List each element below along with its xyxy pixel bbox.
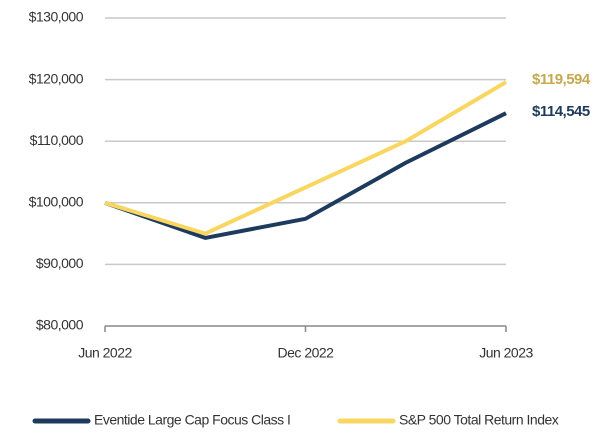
x-tick-label: Jun 2023	[479, 345, 533, 361]
series-line	[104, 111, 507, 240]
y-tick-label: $120,000	[29, 70, 84, 86]
series-line	[104, 80, 508, 236]
y-tick-label: $100,000	[29, 194, 84, 210]
x-tick-label: Jun 2022	[78, 345, 132, 361]
legend-label: S&P 500 Total Return Index	[399, 412, 559, 428]
y-tick-label: $110,000	[30, 132, 84, 148]
y-tick-label: $130,000	[29, 9, 84, 25]
end-value-label: $119,594	[532, 71, 591, 88]
end-value-label: $114,545	[532, 103, 590, 120]
y-tick-label: $80,000	[36, 317, 84, 333]
y-tick-label: $90,000	[36, 255, 84, 271]
x-tick-label: Dec 2022	[278, 345, 335, 361]
legend-label: Eventide Large Cap Focus Class I	[94, 412, 290, 428]
